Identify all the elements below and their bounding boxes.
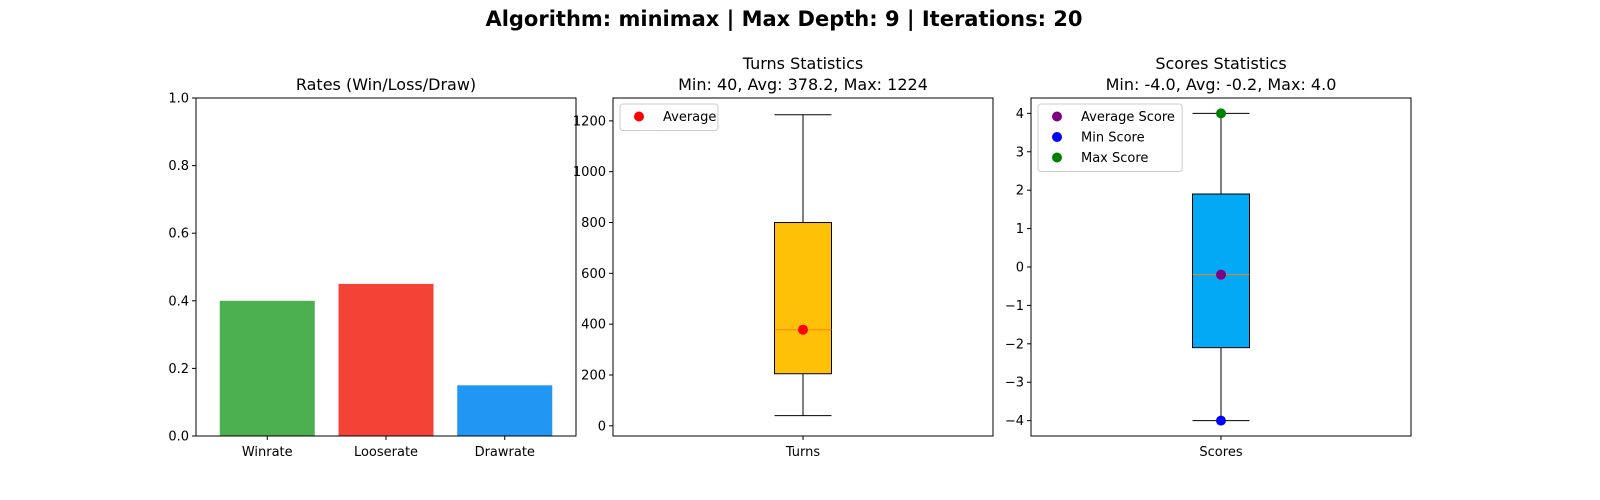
scores-ytick-label: 4 bbox=[1016, 107, 1024, 122]
turns-box bbox=[774, 114, 832, 417]
scores-legend-marker bbox=[1052, 152, 1062, 163]
turns-xtick-label: Turns bbox=[785, 445, 821, 460]
turns-ytick-label: 1000 bbox=[573, 165, 606, 180]
turns-legend-label: Average bbox=[663, 110, 716, 125]
rates-xtick-label: Drawrate bbox=[475, 445, 535, 460]
scores-legend-label: Max Score bbox=[1081, 151, 1148, 166]
scores-point-average-score bbox=[1216, 269, 1226, 280]
scores-ytick-label: 1 bbox=[1016, 222, 1024, 237]
rates-axes: 0.0 0.2 0.4 0.6 0.8 1.0 Winrate Looserate Drawra… bbox=[168, 92, 535, 461]
scores-ytick-label: −2 bbox=[1005, 337, 1024, 352]
rates-xtick-label: Looserate bbox=[354, 445, 418, 460]
turns-legend: Average bbox=[619, 103, 719, 131]
scores-ytick-label: 0 bbox=[1016, 261, 1024, 276]
rates-plot-frame bbox=[195, 97, 577, 437]
scores-legend-label: Average Score bbox=[1081, 110, 1175, 125]
scores-ytick-label: 2 bbox=[1016, 184, 1024, 199]
scores-ytick-label: 3 bbox=[1016, 145, 1024, 160]
scores-plot-frame bbox=[1030, 97, 1412, 437]
rates-ytick-label: 0.8 bbox=[168, 159, 189, 174]
turns-ytick-label: 200 bbox=[581, 369, 606, 384]
scores-point-max-score bbox=[1216, 108, 1226, 119]
scores-legend: Average Score Min Score Max Score bbox=[1037, 103, 1183, 172]
rates-bar-chart: Rates (Win/Loss/Draw) 0.0 0.2 0.4 0.6 0.8 1.0… bbox=[168, 75, 577, 461]
turns-chart-title: Turns Statistics bbox=[742, 54, 863, 73]
rates-ytick-label: 1.0 bbox=[168, 92, 189, 107]
scores-axes: −4 −3 −2 −1 0 1 2 3 4 Scores bbox=[1005, 107, 1243, 460]
rates-xtick-label: Winrate bbox=[242, 445, 293, 460]
turns-axes: 0 200 400 600 800 1000 1200 Turns bbox=[573, 114, 820, 460]
scores-ytick-label: −3 bbox=[1005, 376, 1024, 391]
turns-chart-subtitle: Min: 40, Avg: 378.2, Max: 1224 bbox=[678, 75, 928, 94]
scores-chart-subtitle: Min: -4.0, Avg: -0.2, Max: 4.0 bbox=[1106, 75, 1337, 94]
figure-title: Algorithm: minimax | Max Depth: 9 | Iter… bbox=[485, 7, 1082, 32]
turns-ytick-label: 0 bbox=[598, 419, 606, 434]
rates-ytick-label: 0.0 bbox=[168, 430, 189, 445]
turns-point-average bbox=[798, 324, 808, 335]
turns-ytick-label: 800 bbox=[581, 216, 606, 231]
rates-ytick-label: 0.4 bbox=[168, 294, 189, 309]
scores-legend-label: Min Score bbox=[1081, 131, 1145, 146]
scores-box-chart: Scores Statistics Min: -4.0, Avg: -0.2, … bbox=[1005, 54, 1412, 460]
turns-plot-frame bbox=[612, 97, 994, 437]
scores-point-min-score bbox=[1216, 415, 1226, 426]
rates-chart-title: Rates (Win/Loss/Draw) bbox=[296, 75, 476, 94]
rates-ytick-label: 0.6 bbox=[168, 227, 189, 242]
turns-ytick-label: 600 bbox=[581, 267, 606, 282]
turns-legend-marker bbox=[634, 111, 644, 122]
bar-drawrate bbox=[457, 385, 553, 436]
scores-legend-marker bbox=[1052, 111, 1062, 122]
scores-ytick-label: −1 bbox=[1005, 299, 1024, 314]
turns-iqr-box bbox=[774, 222, 832, 375]
rates-ytick-label: 0.2 bbox=[168, 362, 189, 377]
scores-chart-title: Scores Statistics bbox=[1155, 54, 1286, 73]
turns-ytick-label: 1200 bbox=[573, 114, 606, 129]
scores-xtick-label: Scores bbox=[1199, 445, 1242, 460]
turns-box-chart: Turns Statistics Min: 40, Avg: 378.2, Ma… bbox=[573, 54, 994, 460]
scores-ytick-label: −4 bbox=[1005, 414, 1024, 429]
turns-ytick-label: 400 bbox=[581, 318, 606, 333]
turns-legend-box bbox=[619, 103, 719, 131]
rates-bars bbox=[219, 283, 553, 436]
scores-legend-marker bbox=[1052, 132, 1062, 142]
scores-legend-box bbox=[1037, 103, 1183, 172]
scores-box bbox=[1192, 108, 1250, 426]
bar-winrate bbox=[219, 300, 315, 436]
bar-looserate bbox=[338, 283, 434, 436]
